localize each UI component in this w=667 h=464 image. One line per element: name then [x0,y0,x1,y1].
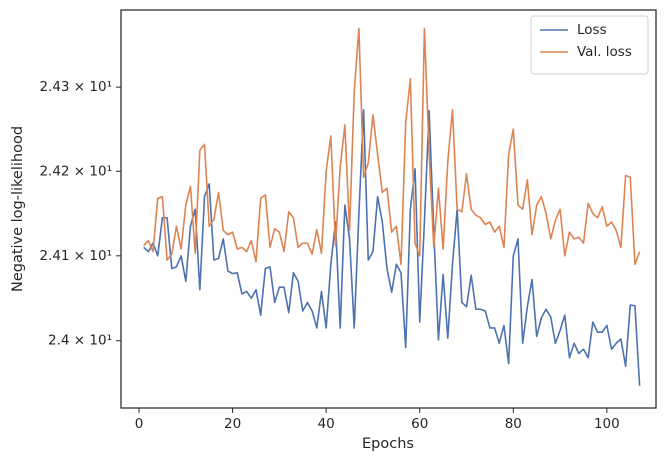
y-tick-label: 2.43 × 10¹ [39,79,112,95]
x-tick-label: 40 [318,416,335,432]
x-tick-label: 0 [135,416,144,432]
plot-frame [120,9,657,409]
legend-label: Val. loss [577,44,632,60]
y-tick-label: 2.41 × 10¹ [39,248,112,264]
y-tick-label: 2.4 × 10¹ [48,333,112,349]
x-tick-label: 60 [411,416,428,432]
series-line [143,109,641,386]
series-line [143,27,641,266]
y-axis-label: Negative log-likelihood [10,126,26,292]
x-axis-label: Epochs [362,436,414,452]
y-tick-label: 2.42 × 10¹ [39,163,112,179]
legend-label: Loss [577,22,607,38]
x-tick-label: 100 [594,416,620,432]
x-tick-label: 80 [505,416,522,432]
x-tick-label: 20 [224,416,241,432]
